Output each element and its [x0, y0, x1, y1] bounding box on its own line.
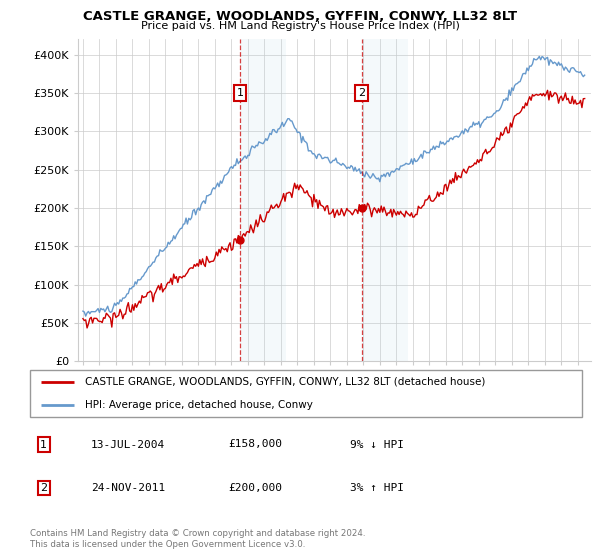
Text: HPI: Average price, detached house, Conwy: HPI: Average price, detached house, Conw… — [85, 400, 313, 410]
Text: Price paid vs. HM Land Registry's House Price Index (HPI): Price paid vs. HM Land Registry's House … — [140, 21, 460, 31]
Text: £200,000: £200,000 — [229, 483, 283, 493]
Text: 24-NOV-2011: 24-NOV-2011 — [91, 483, 165, 493]
Bar — [569, 39, 591, 361]
Text: £158,000: £158,000 — [229, 440, 283, 450]
Text: 2: 2 — [358, 88, 365, 98]
Text: 13-JUL-2004: 13-JUL-2004 — [91, 440, 165, 450]
Text: Contains HM Land Registry data © Crown copyright and database right 2024.
This d: Contains HM Land Registry data © Crown c… — [30, 529, 365, 549]
Text: CASTLE GRANGE, WOODLANDS, GYFFIN, CONWY, LL32 8LT: CASTLE GRANGE, WOODLANDS, GYFFIN, CONWY,… — [83, 10, 517, 22]
Text: 1: 1 — [40, 440, 47, 450]
Text: 1: 1 — [236, 88, 244, 98]
Bar — [362, 39, 408, 361]
Text: 2: 2 — [40, 483, 47, 493]
Bar — [240, 39, 286, 361]
Text: CASTLE GRANGE, WOODLANDS, GYFFIN, CONWY, LL32 8LT (detached house): CASTLE GRANGE, WOODLANDS, GYFFIN, CONWY,… — [85, 377, 485, 387]
Text: 9% ↓ HPI: 9% ↓ HPI — [350, 440, 404, 450]
FancyBboxPatch shape — [30, 370, 582, 417]
Text: 3% ↑ HPI: 3% ↑ HPI — [350, 483, 404, 493]
